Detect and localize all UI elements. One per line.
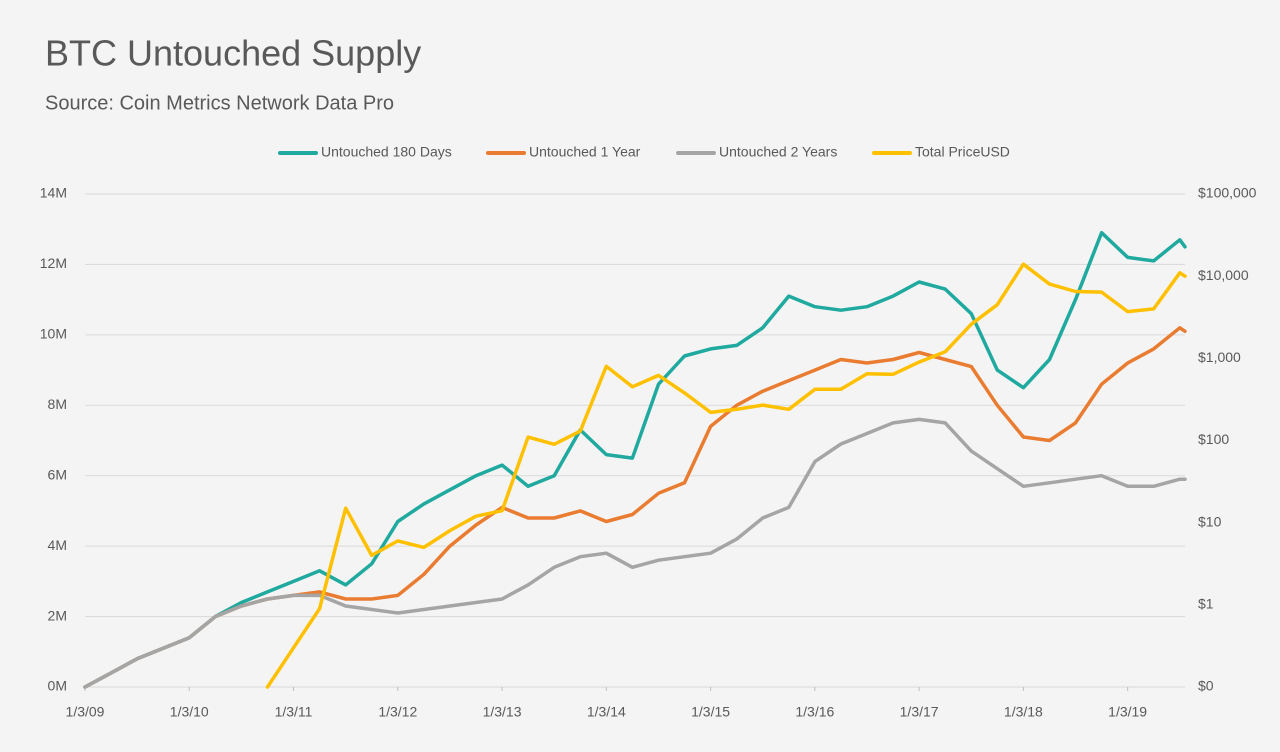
y2-tick-label: $10: [1198, 513, 1222, 529]
series-line: [83, 417, 1187, 689]
y-tick-label: 12M: [40, 255, 67, 271]
y2-tick-label: $100: [1198, 431, 1229, 447]
series-line: [83, 230, 1187, 689]
x-tick-label: 1/3/10: [170, 704, 209, 720]
y2-tick-label: $100,000: [1198, 185, 1257, 201]
x-tick-label: 1/3/15: [691, 704, 730, 720]
legend-label: Untouched 1 Year: [529, 144, 641, 160]
x-tick-label: 1/3/13: [483, 704, 522, 720]
x-tick-label: 1/3/09: [66, 704, 105, 720]
legend-label: Untouched 180 Days: [321, 144, 452, 160]
x-tick-label: 1/3/16: [795, 704, 834, 720]
chart-title: BTC Untouched Supply: [45, 33, 421, 74]
y2-tick-label: $1,000: [1198, 349, 1241, 365]
legend-label: Total PriceUSD: [915, 144, 1010, 160]
x-tick-label: 1/3/17: [900, 704, 939, 720]
x-tick-label: 1/3/18: [1004, 704, 1043, 720]
series-line: [265, 262, 1187, 689]
y2-tick-label: $1: [1198, 596, 1214, 612]
x-tick-label: 1/3/19: [1108, 704, 1147, 720]
y-tick-label: 2M: [48, 607, 67, 623]
y-tick-label: 4M: [48, 537, 67, 553]
y2-tick-label: $0: [1198, 678, 1214, 694]
legend-label: Untouched 2 Years: [719, 144, 837, 160]
y2-tick-label: $10,000: [1198, 267, 1249, 283]
y-tick-label: 6M: [48, 466, 67, 482]
y-tick-label: 8M: [48, 396, 67, 412]
y-tick-label: 10M: [40, 326, 67, 342]
x-tick-label: 1/3/11: [275, 704, 313, 720]
y-tick-label: 14M: [40, 185, 67, 201]
chart-subtitle: Source: Coin Metrics Network Data Pro: [45, 92, 394, 114]
x-tick-label: 1/3/12: [378, 704, 417, 720]
x-tick-label: 1/3/14: [587, 704, 626, 720]
y-tick-label: 0M: [48, 678, 67, 694]
